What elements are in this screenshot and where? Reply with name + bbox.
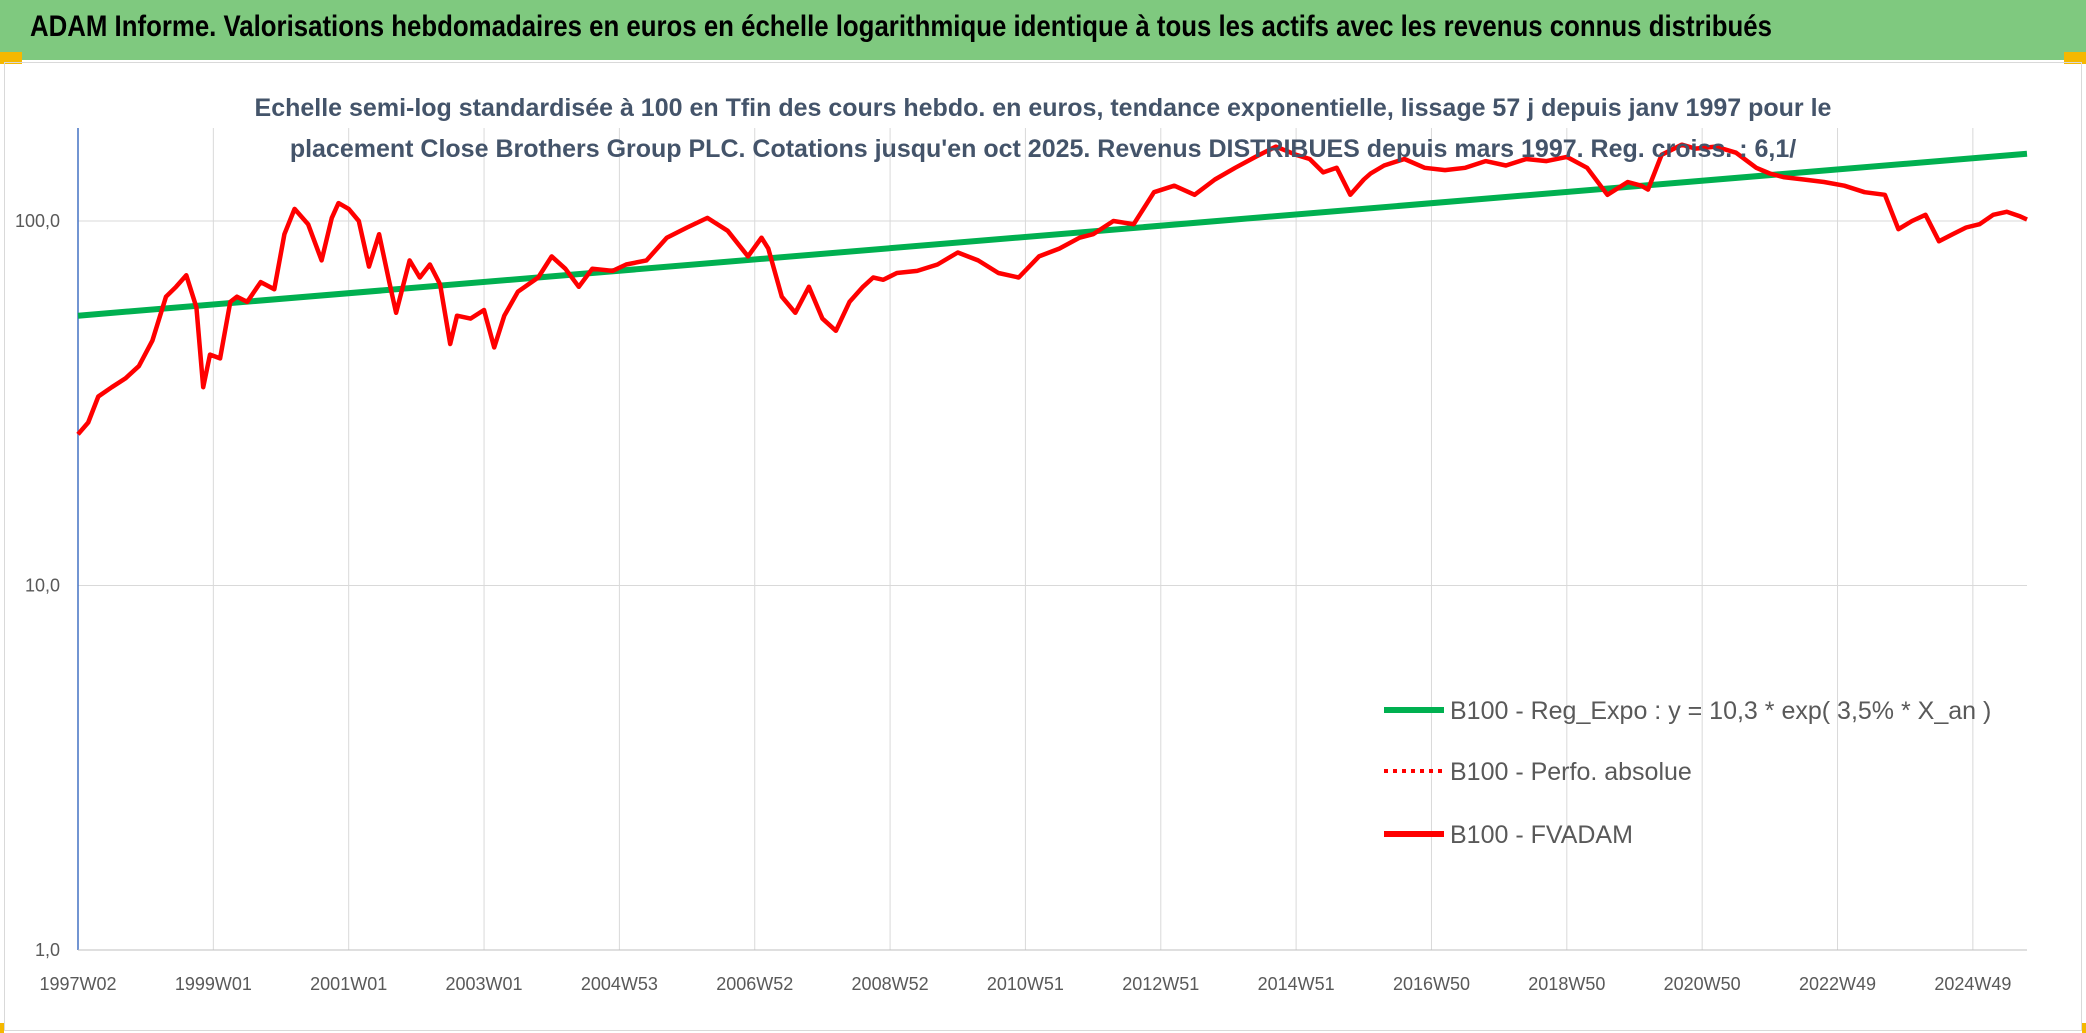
x-tick-label: 1999W01 xyxy=(175,974,252,994)
x-tick-label: 2010W51 xyxy=(987,974,1064,994)
legend: B100 - Reg_Expo : y = 10,3 * exp( 3,5% *… xyxy=(1384,697,1991,849)
legend-label-perfo-absolue: B100 - Perfo. absolue xyxy=(1450,758,1692,786)
page-title: ADAM Informe. Valorisations hebdomadaire… xyxy=(30,10,1772,43)
legend-label-fvadam: B100 - FVADAM xyxy=(1450,821,1633,849)
series-group xyxy=(76,142,2028,436)
y-tick-label: 10,0 xyxy=(25,576,60,596)
x-tick-label: 2024W49 xyxy=(1934,974,2011,994)
x-tick-label: 2006W52 xyxy=(716,974,793,994)
x-tick-label: 2012W51 xyxy=(1122,974,1199,994)
x-tick-label: 2004W53 xyxy=(581,974,658,994)
y-tick-labels: 1,0 10,0 100,0 xyxy=(15,211,60,960)
series-line-fvadam xyxy=(76,142,2028,436)
y-tick-label: 1,0 xyxy=(35,940,60,960)
x-tick-label: 2001W01 xyxy=(310,974,387,994)
x-tick-label: 2018W50 xyxy=(1528,974,1605,994)
x-tick-label: 2008W52 xyxy=(852,974,929,994)
x-tick-labels: 1997W02 1999W01 2001W01 2003W01 2004W53 2006W… xyxy=(39,974,2011,994)
corner-marker-top-left xyxy=(0,52,22,64)
corner-marker-top-right xyxy=(2064,52,2086,64)
chart-title-line-2: placement Close Brothers Group PLC. Cota… xyxy=(290,135,1796,163)
y-tick-label: 100,0 xyxy=(15,211,60,231)
header-banner: ADAM Informe. Valorisations hebdomadaire… xyxy=(0,0,2086,60)
chart-frame xyxy=(4,62,2082,1031)
axes xyxy=(77,128,2027,951)
series-line-regression xyxy=(77,150,2028,319)
x-tick-label: 1997W02 xyxy=(39,974,116,994)
x-tick-label: 2020W50 xyxy=(1664,974,1741,994)
x-tick-label: 2003W01 xyxy=(446,974,523,994)
legend-label-regression: B100 - Reg_Expo : y = 10,3 * exp( 3,5% *… xyxy=(1450,697,1991,725)
corner-marker-bottom-left xyxy=(0,1023,4,1033)
chart-title-line-1: Echelle semi-log standardisée à 100 en T… xyxy=(255,94,1832,122)
x-tick-label: 2022W49 xyxy=(1799,974,1876,994)
x-tick-label: 2016W50 xyxy=(1393,974,1470,994)
corner-marker-bottom-right xyxy=(2082,1023,2086,1033)
x-tick-label: 2014W51 xyxy=(1258,974,1335,994)
